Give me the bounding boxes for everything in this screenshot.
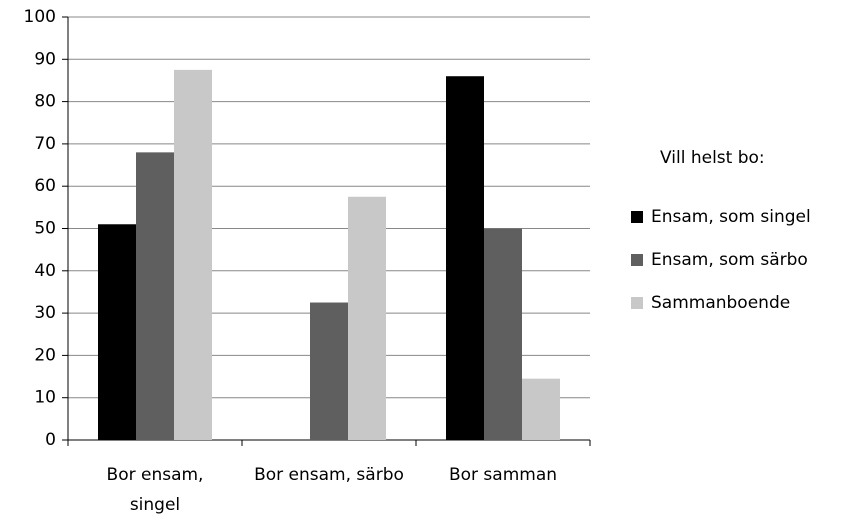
y-tick-label: 60 (34, 176, 56, 196)
y-tick-label: 0 (45, 430, 56, 450)
legend-label: Ensam, som särbo (651, 250, 808, 270)
y-tick-label: 40 (34, 261, 56, 281)
legend-label: Ensam, som singel (651, 207, 811, 227)
bar (348, 196, 386, 440)
legend-swatch (631, 297, 643, 309)
x-tick-label: Bor samman (448, 465, 558, 485)
bar (522, 378, 560, 440)
legend-label: Sammanboende (651, 293, 790, 313)
x-tick-label: Bor ensam, särbo (254, 465, 404, 485)
y-tick-label: 30 (34, 303, 56, 323)
y-tick-label: 20 (34, 345, 56, 365)
bar (136, 152, 174, 441)
bar (310, 302, 348, 440)
y-tick-label: 70 (34, 134, 56, 154)
bar (174, 69, 212, 440)
y-tick-label: 50 (34, 219, 56, 239)
bar (98, 224, 136, 440)
y-tick-label: 80 (34, 92, 56, 112)
legend-swatch (631, 254, 643, 266)
legend-swatch (631, 211, 643, 223)
bar (446, 76, 484, 440)
legend-title: Vill helst bo: (660, 148, 765, 168)
bar (484, 228, 522, 440)
y-tick-label: 10 (34, 388, 56, 408)
y-tick-label: 90 (34, 49, 56, 69)
x-tick-label: Bor ensam, singel (106, 465, 204, 515)
y-tick-label: 100 (24, 7, 56, 27)
